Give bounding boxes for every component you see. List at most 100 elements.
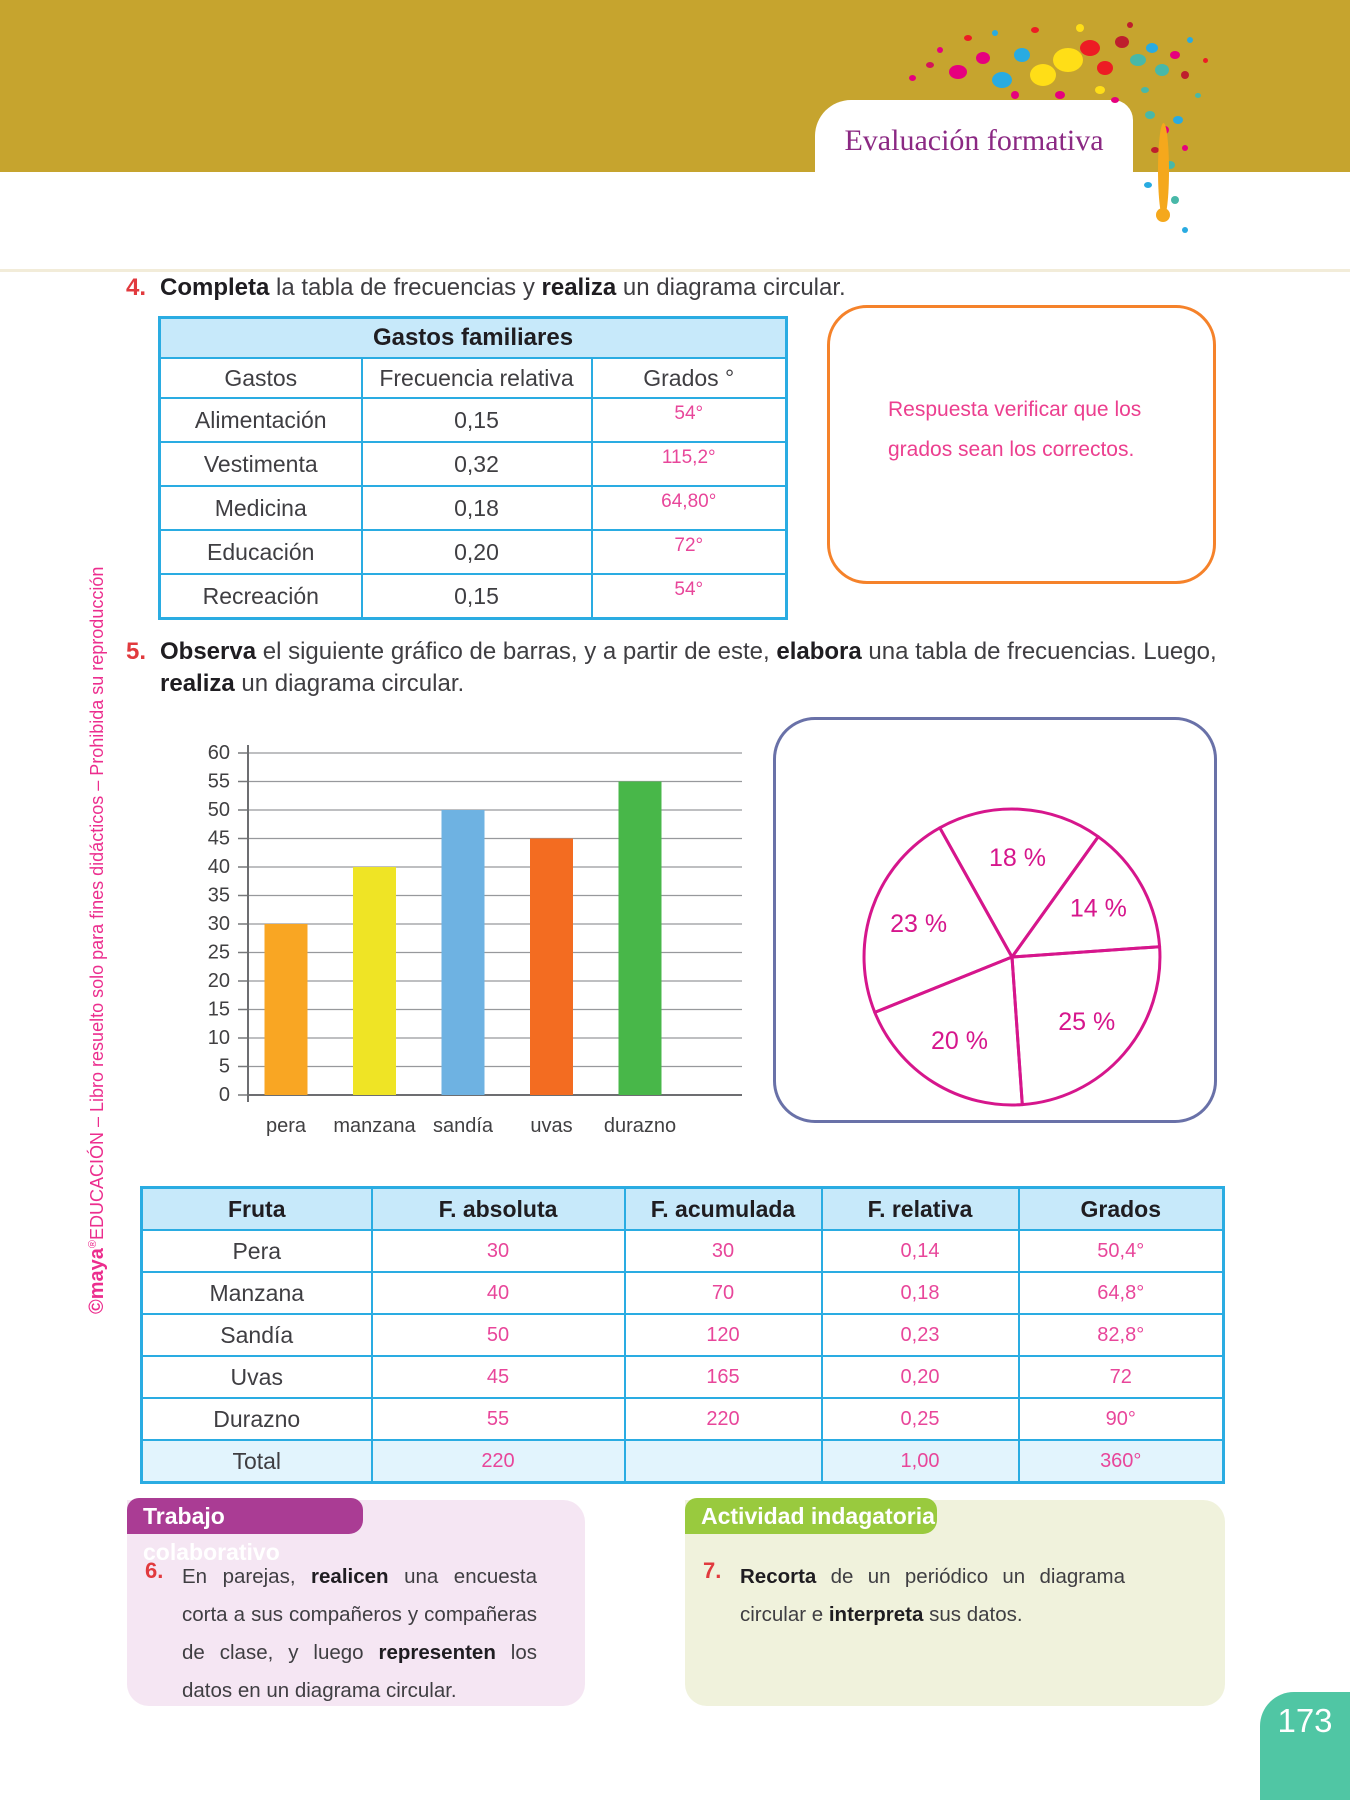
cell-f-absoluta: 50 — [370, 1313, 626, 1357]
bold-text-segment: interpreta — [828, 1603, 924, 1626]
bar-chart: 60 55 50 45 40 35 30 25 20 15 10 5 0 pera manzana sandí… — [140, 740, 760, 1170]
bar-uvas — [530, 838, 573, 1095]
fruit-table-row: Total 220 1,00 360° — [140, 1439, 1225, 1484]
bold-text-segment: realiza — [160, 670, 235, 697]
bold-text-segment: Recorta — [740, 1565, 817, 1588]
text-segment: sus datos. — [923, 1603, 1023, 1626]
text-segment: un diagrama circular. — [234, 670, 465, 697]
note-line-1: Respuesta verificar que los — [888, 398, 1142, 421]
y-axis-label: 50 — [208, 799, 230, 821]
cell-f-absoluta: 30 — [370, 1229, 626, 1273]
fruit-table-row: Pera 30 30 0,14 50,4° — [140, 1229, 1225, 1273]
cell-grados-answer: 115,2° — [590, 441, 788, 487]
cell-gasto: Recreación — [158, 573, 363, 620]
expenses-table-header-row: Gastos Frecuencia relativa Grados ° — [158, 357, 788, 399]
column-header-grados: Grados — [1017, 1186, 1225, 1231]
brand-name: ©maya — [86, 1248, 108, 1314]
bold-text-segment: Completa — [160, 274, 270, 301]
cell-grados: 50,4° — [1017, 1229, 1225, 1273]
cell-grados-answer: 72° — [590, 529, 788, 575]
cell-f-acumulada: 70 — [623, 1271, 823, 1315]
exercise-4-heading: 4. Completa la tabla de frecuencias y re… — [126, 274, 1266, 302]
pie-slice-label: 23 % — [890, 910, 947, 938]
answer-note-box: Respuesta verificar que los grados sean … — [827, 305, 1216, 584]
fruit-table-row: Manzana 40 70 0,18 64,8° — [140, 1271, 1225, 1315]
pie-slice-label: 14 % — [1070, 895, 1127, 923]
watermark-text: – Libro resuelto solo para fines didácti… — [87, 566, 107, 1132]
cell-f-relativa: 0,14 — [820, 1229, 1020, 1273]
y-axis-label: 35 — [208, 885, 230, 907]
cell-f-acumulada: 120 — [623, 1313, 823, 1357]
x-axis-label: pera — [266, 1115, 307, 1137]
cell-f-absoluta: 55 — [370, 1397, 626, 1441]
pie-chart-svg: 25 % 20 % 23 % 18 % 14 % — [862, 807, 1162, 1107]
cell-gasto: Medicina — [158, 485, 363, 531]
x-axis-label: uvas — [530, 1115, 572, 1137]
cell-f-relativa: 1,00 — [820, 1439, 1020, 1484]
y-axis-label: 5 — [219, 1056, 230, 1078]
cell-f-relativa: 0,18 — [820, 1271, 1020, 1315]
inquiry-activity-tab: Actividad indagatoria — [685, 1498, 937, 1534]
exercise-4-number: 4. — [126, 274, 147, 301]
bar-durazno — [618, 781, 662, 1095]
text-segment: un diagrama circular. — [616, 274, 846, 301]
cell-grados: 360° — [1017, 1439, 1225, 1484]
cell-f-acumulada: 165 — [623, 1355, 823, 1399]
y-axis-label: 25 — [208, 942, 230, 964]
fruit-table-row: Durazno 55 220 0,25 90° — [140, 1397, 1225, 1441]
divider-line — [0, 269, 1350, 272]
bold-text-segment: realiza — [541, 274, 617, 301]
expenses-table-row: Vestimenta 0,32 115,2° — [158, 441, 788, 487]
cell-fruta: Pera — [140, 1229, 373, 1273]
cell-grados: 64,8° — [1017, 1271, 1225, 1315]
exercise-5-number: 5. — [126, 638, 147, 665]
exercise-6-number: 6. — [145, 1558, 164, 1583]
y-axis-label: 40 — [208, 856, 230, 878]
x-axis-label: sandía — [433, 1115, 494, 1137]
cell-frecuencia: 0,20 — [360, 529, 593, 575]
pie-slice-18 — [938, 807, 1100, 959]
column-header-f-absoluta: F. absoluta — [370, 1186, 626, 1231]
y-axis-label: 30 — [208, 913, 230, 935]
expenses-table-row: Alimentación 0,15 54° — [158, 397, 788, 443]
fruit-table-row: Uvas 45 165 0,20 72 — [140, 1355, 1225, 1399]
expenses-table: Gastos familiares Gastos Frecuencia rela… — [158, 316, 788, 620]
pie-slice-23 — [862, 826, 1014, 1014]
cell-fruta: Sandía — [140, 1313, 373, 1357]
cell-fruta: Manzana — [140, 1271, 373, 1315]
page-number-tab: 173 — [1260, 1692, 1350, 1800]
y-axis-label: 45 — [208, 828, 230, 850]
cell-f-absoluta: 220 — [370, 1439, 626, 1484]
exercise-5-prompt: Observa el siguiente gráfico de barras, … — [160, 636, 1217, 700]
collaborative-work-box: 6. En parejas, realicen una encuesta cor… — [127, 1500, 585, 1706]
bar-manzana — [353, 867, 396, 1095]
y-axis-label: 20 — [208, 970, 230, 992]
cell-f-acumulada — [623, 1439, 823, 1484]
header-title-box: Evaluación formativa — [815, 100, 1133, 232]
y-axis-label: 15 — [208, 999, 230, 1021]
expenses-table-title: Gastos familiares — [158, 316, 788, 359]
cell-frecuencia: 0,18 — [360, 485, 593, 531]
text-segment: de un periódico un diagrama circular e — [740, 1565, 1125, 1626]
cell-fruta: Durazno — [140, 1397, 373, 1441]
header-gold-band — [0, 0, 1350, 172]
exercise-7-number: 7. — [703, 1558, 722, 1583]
cell-fruta: Total — [140, 1439, 373, 1484]
sidebar-watermark: ©maya®EDUCACIÓN – Libro resuelto solo pa… — [86, 452, 109, 1314]
column-header-f-relativa: F. relativa — [820, 1186, 1020, 1231]
x-axis-label: durazno — [604, 1115, 676, 1137]
pie-slice-label: 20 % — [931, 1027, 988, 1055]
exercise-6-text: En parejas, realicen una encuesta corta … — [182, 1558, 537, 1710]
cell-f-absoluta: 40 — [370, 1271, 626, 1315]
text-segment: la tabla de frecuencias y — [269, 274, 542, 301]
bold-text-segment: Observa — [160, 638, 257, 665]
brand-suffix: EDUCACIÓN — [87, 1131, 107, 1240]
cell-gasto: Educación — [158, 529, 363, 575]
cell-f-relativa: 0,23 — [820, 1313, 1020, 1357]
cell-f-relativa: 0,25 — [820, 1397, 1020, 1441]
x-axis-label: manzana — [333, 1115, 416, 1137]
column-header-f-acumulada: F. acumulada — [623, 1186, 823, 1231]
bar-pera — [264, 924, 308, 1095]
y-axis-label: 60 — [208, 742, 230, 764]
